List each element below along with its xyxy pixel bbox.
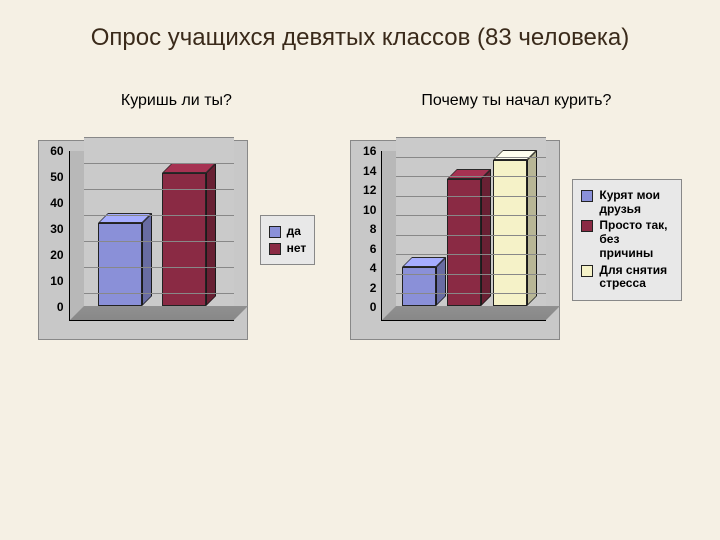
bar — [162, 173, 206, 306]
bar — [447, 179, 481, 306]
grid-line — [84, 215, 234, 216]
chart-left-title: Куришь ли ты? — [121, 92, 232, 110]
grid-line — [84, 293, 234, 294]
grid-line — [84, 241, 234, 242]
legend-swatch — [269, 243, 281, 255]
bar-side — [206, 163, 216, 306]
chart-right-plot: 0246810121416 — [381, 151, 546, 321]
chart-left: Куришь ли ты? 0 10 20 30 40 50 60 да нет — [38, 92, 316, 340]
bar-side — [527, 150, 537, 306]
page-title: Опрос учащихся девятых классов (83 челов… — [0, 0, 720, 52]
legend-item: нет — [269, 242, 307, 256]
chart-right-frame: 0 2 4 6 8 10 12 14 16 — [350, 140, 560, 340]
ytick-label: 10 — [363, 203, 382, 217]
grid-line — [396, 293, 546, 294]
ytick-label: 40 — [50, 196, 69, 210]
ytick-label: 8 — [370, 222, 383, 236]
ytick-label: 0 — [57, 300, 70, 314]
legend-label: Курят мои друзья — [599, 189, 673, 217]
grid-line — [396, 274, 546, 275]
chart-right-title: Почему ты начал курить? — [421, 92, 611, 110]
grid-line — [84, 137, 234, 138]
grid-line — [84, 189, 234, 190]
bar-side — [436, 257, 446, 306]
legend-label: да — [287, 225, 301, 239]
grid-line — [396, 157, 546, 158]
legend-item: да — [269, 225, 307, 239]
chart-left-body: 0 10 20 30 40 50 60 да нет — [38, 140, 316, 340]
legend-label: Просто так, без причины — [599, 219, 673, 260]
grid-line — [84, 163, 234, 164]
charts-row: Куришь ли ты? 0102030405060 данет Почему… — [0, 92, 720, 340]
chart-left-legend: да нет — [260, 215, 316, 266]
legend-swatch — [581, 220, 593, 232]
legend-label: Для снятия стресса — [599, 264, 673, 292]
legend-item: Просто так, без причины — [581, 219, 673, 260]
ytick-label: 16 — [363, 144, 382, 158]
ytick-label: 14 — [363, 164, 382, 178]
legend-swatch — [581, 265, 593, 277]
legend-item: Курят мои друзья — [581, 189, 673, 217]
ytick-label: 30 — [50, 222, 69, 236]
ytick-label: 6 — [370, 242, 383, 256]
grid-line — [396, 254, 546, 255]
bar — [493, 160, 527, 306]
chart-left-frame: 0 10 20 30 40 50 60 — [38, 140, 248, 340]
ytick-label: 50 — [50, 170, 69, 184]
ytick-label: 2 — [370, 281, 383, 295]
legend-label: нет — [287, 242, 307, 256]
chart-left-bars — [70, 151, 234, 320]
ytick-label: 4 — [370, 261, 383, 275]
legend-item: Для снятия стресса — [581, 264, 673, 292]
bar-front — [493, 160, 527, 306]
ytick-label: 0 — [370, 300, 383, 314]
ytick-label: 20 — [50, 248, 69, 262]
chart-right-legend: Курят мои друзьяПросто так, без причины Д… — [572, 179, 682, 302]
legend-swatch — [581, 190, 593, 202]
grid-line — [396, 196, 546, 197]
bar-front — [162, 173, 206, 306]
ytick-label: 60 — [50, 144, 69, 158]
chart-left-plot: 0102030405060 — [69, 151, 234, 321]
chart-right-body: 0 2 4 6 8 10 12 14 16 Курят мои друзьяПросто так… — [350, 140, 682, 340]
legend-swatch — [269, 226, 281, 238]
grid-line — [396, 137, 546, 138]
bar-side — [481, 169, 491, 306]
ytick-label: 10 — [50, 274, 69, 288]
grid-line — [396, 176, 546, 177]
chart-right: Почему ты начал курить? 0 2 4 6 8 10 12 14 16 Ку… — [350, 92, 682, 340]
bar-front — [447, 179, 481, 306]
grid-line — [84, 267, 234, 268]
grid-line — [396, 215, 546, 216]
grid-line — [396, 235, 546, 236]
ytick-label: 12 — [363, 183, 382, 197]
